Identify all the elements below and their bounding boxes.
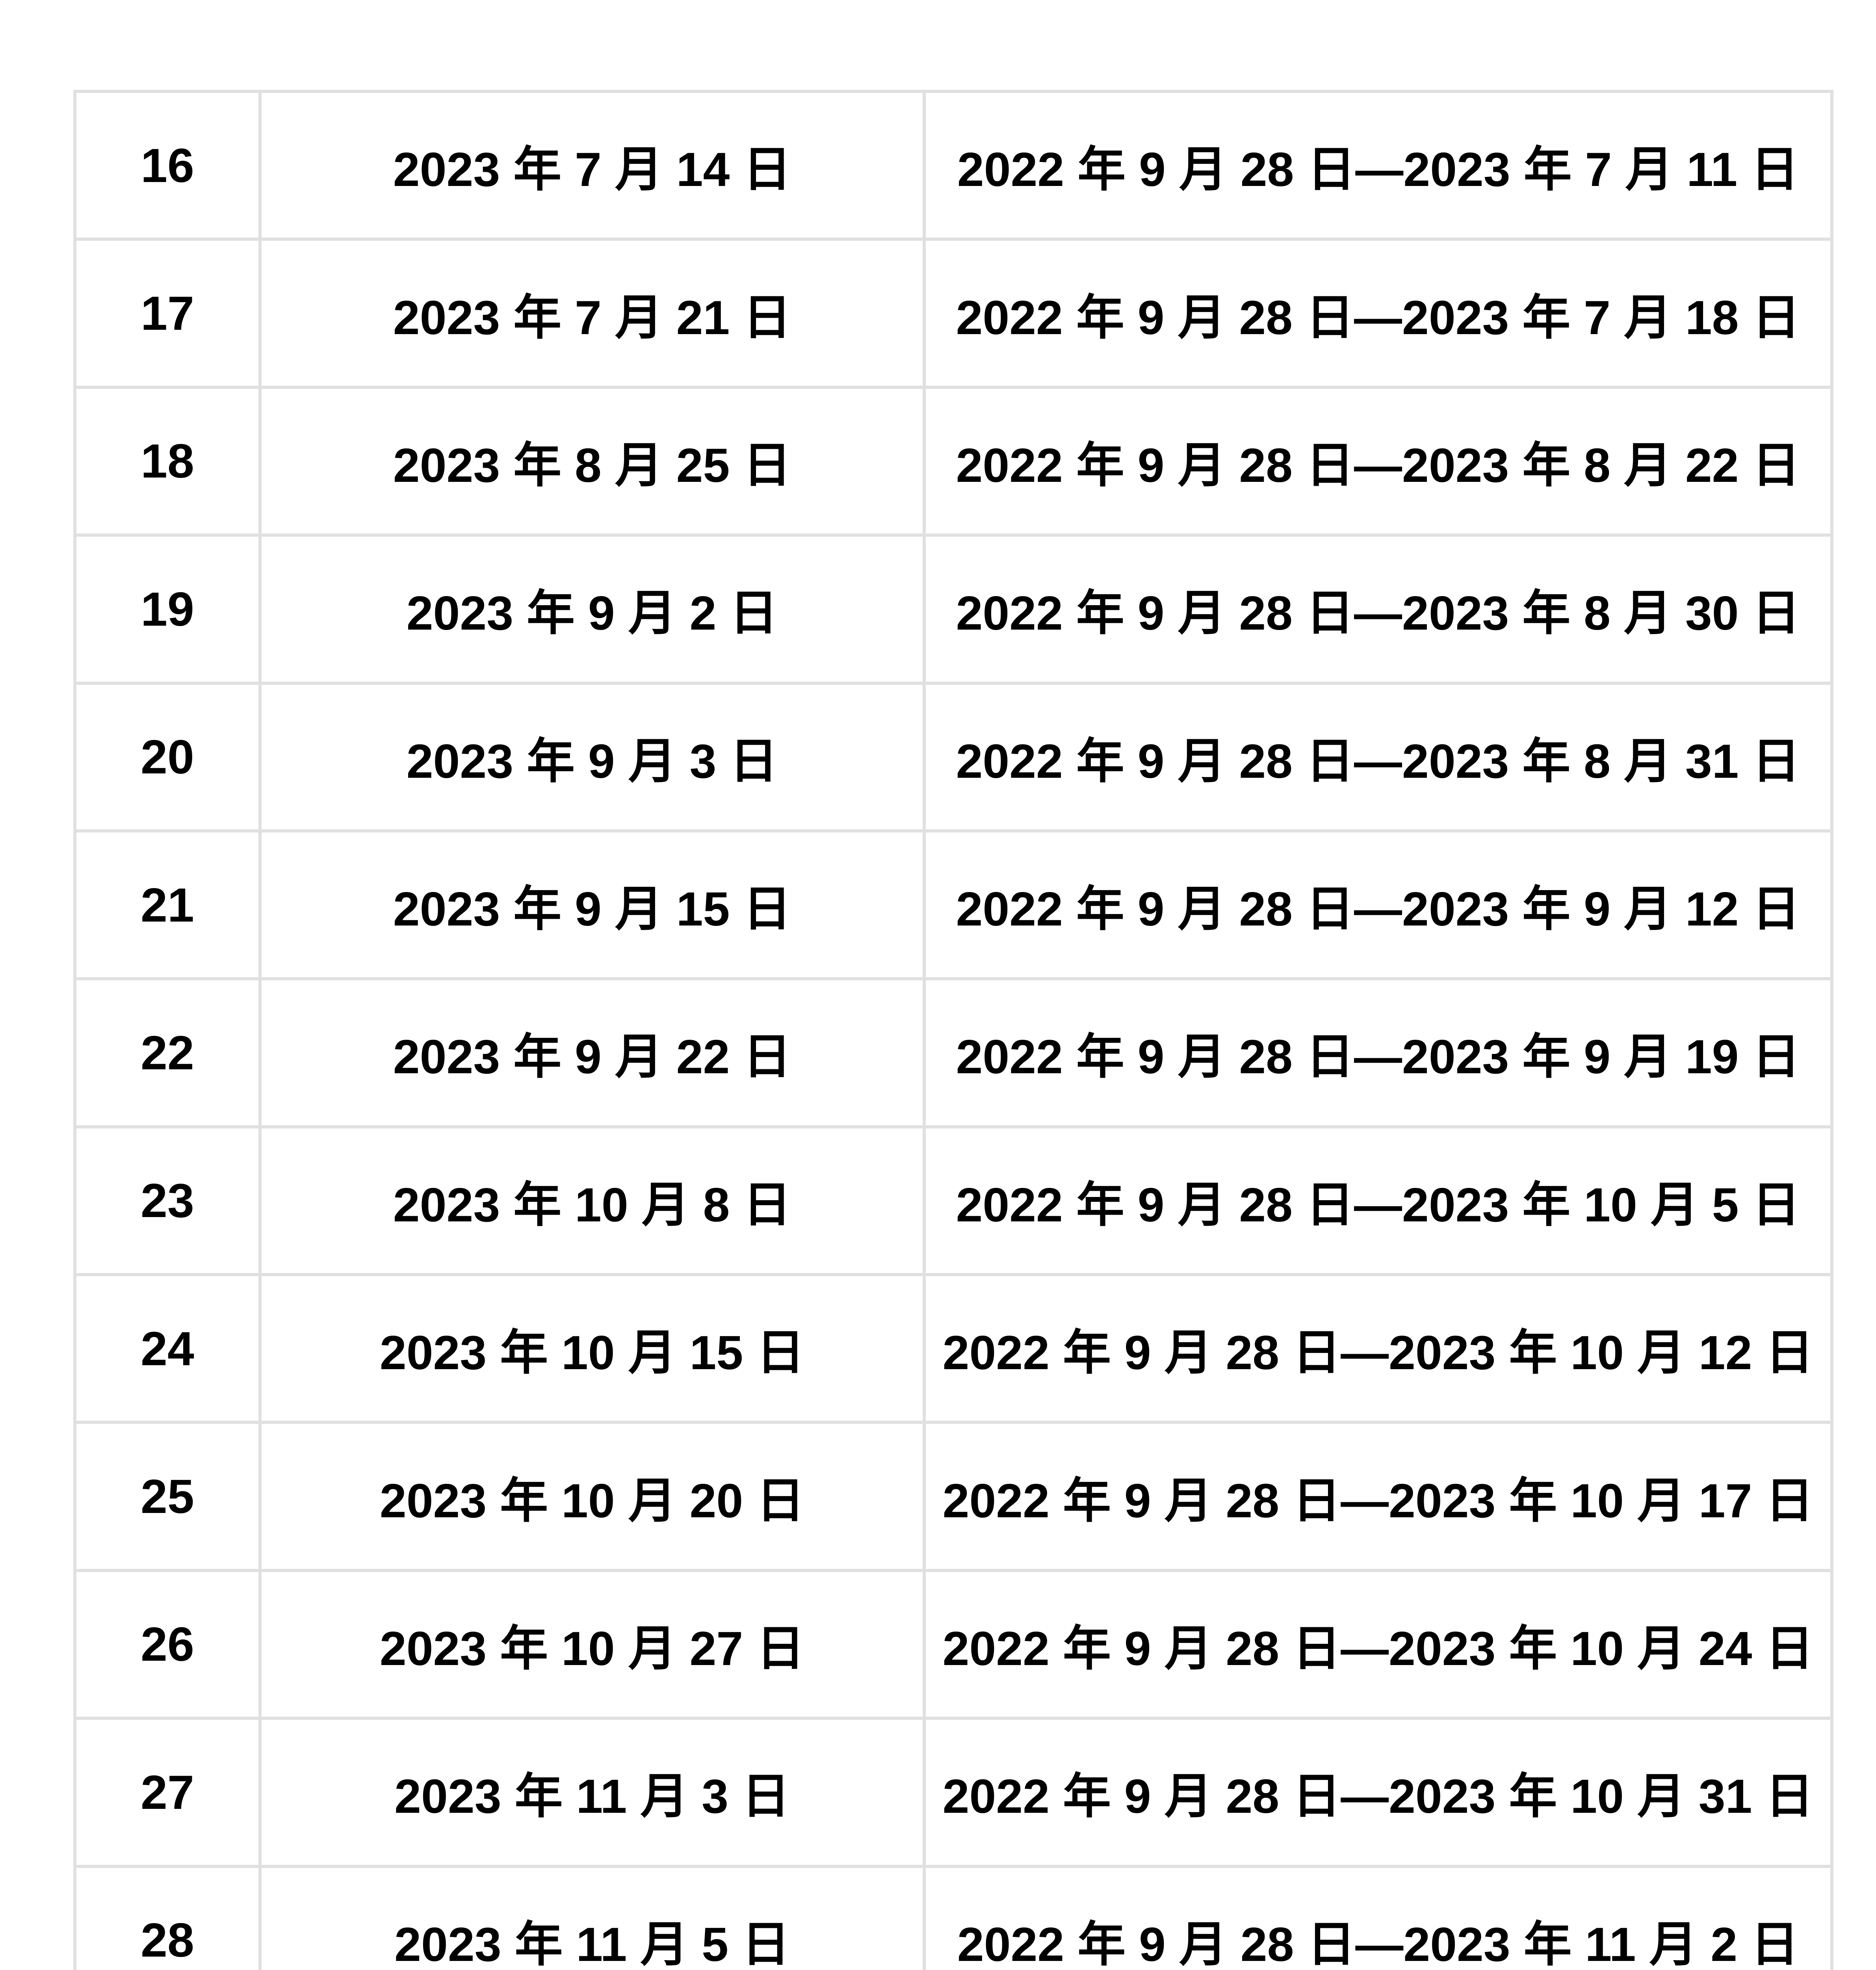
schedule-table-body: 16 2023 年 7 月 14 日 2022 年 9 月 28 日—2023 年 … [73,89,1833,1970]
date-range-cell: 2022 年 9 月 28 日—2023 年 10 月 5 日 [923,1125,1833,1277]
date-cell: 2023 年 10 月 15 日 [258,1273,926,1424]
row-number-cell: 20 [73,681,262,833]
row-number-cell: 16 [73,89,262,241]
row-number-cell: 21 [73,829,262,981]
date-cell: 2023 年 9 月 2 日 [258,533,926,685]
row-number-cell: 23 [73,1125,262,1277]
date-range-cell: 2022 年 9 月 28 日—2023 年 7 月 18 日 [923,238,1833,389]
table-row: 16 2023 年 7 月 14 日 2022 年 9 月 28 日—2023 年 … [73,89,1833,241]
row-number-cell: 18 [73,385,262,537]
date-cell: 2023 年 10 月 27 日 [258,1569,926,1720]
date-range-cell: 2022 年 9 月 28 日—2023 年 10 月 31 日 [923,1717,1833,1868]
row-number-cell: 24 [73,1273,262,1424]
date-cell: 2023 年 9 月 22 日 [258,977,926,1128]
row-number-cell: 17 [73,238,262,389]
table-row: 23 2023 年 10 月 8 日 2022 年 9 月 28 日—2023 年 … [73,1125,1833,1277]
row-number-cell: 28 [73,1864,262,1970]
date-range-cell: 2022 年 9 月 28 日—2023 年 7 月 11 日 [923,89,1833,241]
date-range-cell: 2022 年 9 月 28 日—2023 年 10 月 17 日 [923,1421,1833,1572]
date-cell: 2023 年 7 月 21 日 [258,238,926,389]
date-range-cell: 2022 年 9 月 28 日—2023 年 10 月 12 日 [923,1273,1833,1424]
table-row: 21 2023 年 9 月 15 日 2022 年 9 月 28 日—2023 年 … [73,829,1833,981]
date-cell: 2023 年 9 月 15 日 [258,829,926,981]
row-number-cell: 26 [73,1569,262,1720]
date-cell: 2023 年 7 月 14 日 [258,89,926,241]
date-cell: 2023 年 10 月 20 日 [258,1421,926,1572]
row-number-cell: 22 [73,977,262,1128]
date-cell: 2023 年 9 月 3 日 [258,681,926,833]
table-row: 17 2023 年 7 月 21 日 2022 年 9 月 28 日—2023 年 … [73,238,1833,389]
table-row: 24 2023 年 10 月 15 日 2022 年 9 月 28 日—2023 年… [73,1273,1833,1424]
table-row: 27 2023 年 11 月 3 日 2022 年 9 月 28 日—2023 年 … [73,1717,1833,1868]
date-range-cell: 2022 年 9 月 28 日—2023 年 9 月 19 日 [923,977,1833,1128]
date-range-cell: 2022 年 9 月 28 日—2023 年 9 月 12 日 [923,829,1833,981]
date-range-cell: 2022 年 9 月 28 日—2023 年 8 月 31 日 [923,681,1833,833]
date-range-cell: 2022 年 9 月 28 日—2023 年 8 月 30 日 [923,533,1833,685]
date-cell: 2023 年 11 月 3 日 [258,1717,926,1868]
date-range-cell: 2022 年 9 月 28 日—2023 年 8 月 22 日 [923,385,1833,537]
date-range-cell: 2022 年 9 月 28 日—2023 年 10 月 24 日 [923,1569,1833,1720]
row-number-cell: 19 [73,533,262,685]
table-row: 22 2023 年 9 月 22 日 2022 年 9 月 28 日—2023 年 … [73,977,1833,1128]
table-row: 26 2023 年 10 月 27 日 2022 年 9 月 28 日—2023 年… [73,1569,1833,1720]
table-row: 25 2023 年 10 月 20 日 2022 年 9 月 28 日—2023 年… [73,1421,1833,1572]
table-row: 28 2023 年 11 月 5 日 2022 年 9 月 28 日—2023 年 … [73,1864,1833,1970]
date-range-cell: 2022 年 9 月 28 日—2023 年 11 月 2 日 [923,1864,1833,1970]
row-number-cell: 27 [73,1717,262,1868]
date-cell: 2023 年 8 月 25 日 [258,385,926,537]
date-schedule-table: 16 2023 年 7 月 14 日 2022 年 9 月 28 日—2023 年 … [73,89,1833,1970]
date-cell: 2023 年 10 月 8 日 [258,1125,926,1277]
table-row: 18 2023 年 8 月 25 日 2022 年 9 月 28 日—2023 年 … [73,385,1833,537]
table-row: 20 2023 年 9 月 3 日 2022 年 9 月 28 日—2023 年 8… [73,681,1833,833]
row-number-cell: 25 [73,1421,262,1572]
date-cell: 2023 年 11 月 5 日 [258,1864,926,1970]
table-row: 19 2023 年 9 月 2 日 2022 年 9 月 28 日—2023 年 8… [73,533,1833,685]
